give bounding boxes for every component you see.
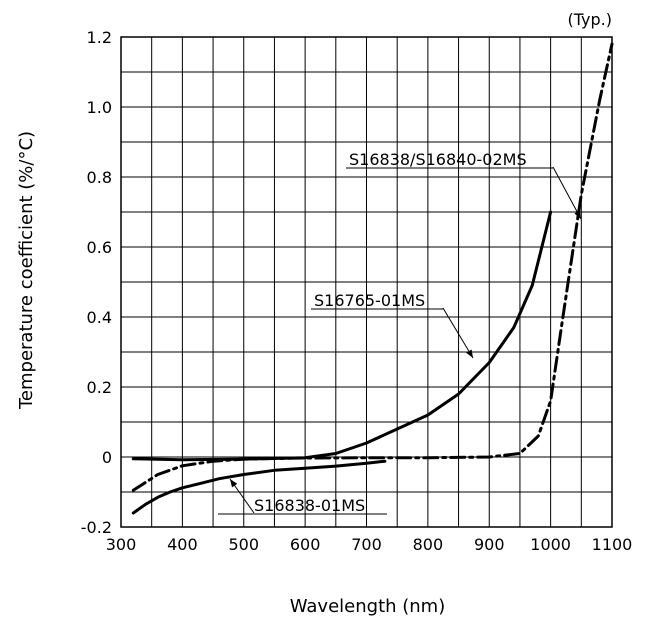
leader-arrowhead	[466, 349, 473, 358]
x-tick-label: 1100	[592, 535, 633, 554]
grid	[121, 37, 612, 527]
x-tick-label: 900	[474, 535, 505, 554]
leader-line	[442, 307, 474, 359]
x-tick-labels: 300 400 500 600 700 800 900 1000 1100	[106, 535, 633, 554]
y-tick-label: 0.6	[87, 238, 112, 257]
x-tick-label: 300	[106, 535, 137, 554]
leader-arrowhead	[574, 210, 581, 219]
y-tick-label: -0.2	[81, 518, 112, 537]
series-lines	[131, 42, 614, 515]
leader-line	[552, 166, 582, 220]
leader-arrowhead	[230, 479, 238, 488]
y-tick-label: 0.4	[87, 308, 112, 327]
y-tick-label: 0.2	[87, 378, 112, 397]
y-axis-label: Temperature coefficient (%/°C)	[16, 131, 37, 410]
y-tick-label: 0	[102, 448, 112, 467]
callouts: S16838/S16840-02MS S16765-01MS S16838-01MS	[218, 150, 582, 515]
x-tick-label: 800	[413, 535, 444, 554]
typ-note: (Typ.)	[568, 10, 612, 29]
x-tick-label: 700	[351, 535, 382, 554]
callout-label: S16838-01MS	[254, 496, 365, 515]
series-line	[131, 210, 553, 462]
y-tick-labels: -0.2 0 0.2 0.4 0.6 0.8 1.0 1.2	[81, 28, 112, 537]
x-axis-label: Wavelength (nm)	[290, 596, 446, 617]
y-tick-label: 1.0	[87, 98, 112, 117]
y-tick-label: 0.8	[87, 168, 112, 187]
callout-label: S16838/S16840-02MS	[349, 150, 527, 169]
x-tick-label: 400	[167, 535, 198, 554]
x-tick-label: 500	[228, 535, 259, 554]
series-line	[131, 459, 387, 515]
y-tick-label: 1.2	[87, 28, 112, 47]
x-tick-label: 1000	[530, 535, 571, 554]
x-tick-label: 600	[290, 535, 321, 554]
callout-label: S16765-01MS	[314, 291, 425, 310]
series-line	[131, 42, 614, 492]
plot-frame	[120, 36, 613, 528]
